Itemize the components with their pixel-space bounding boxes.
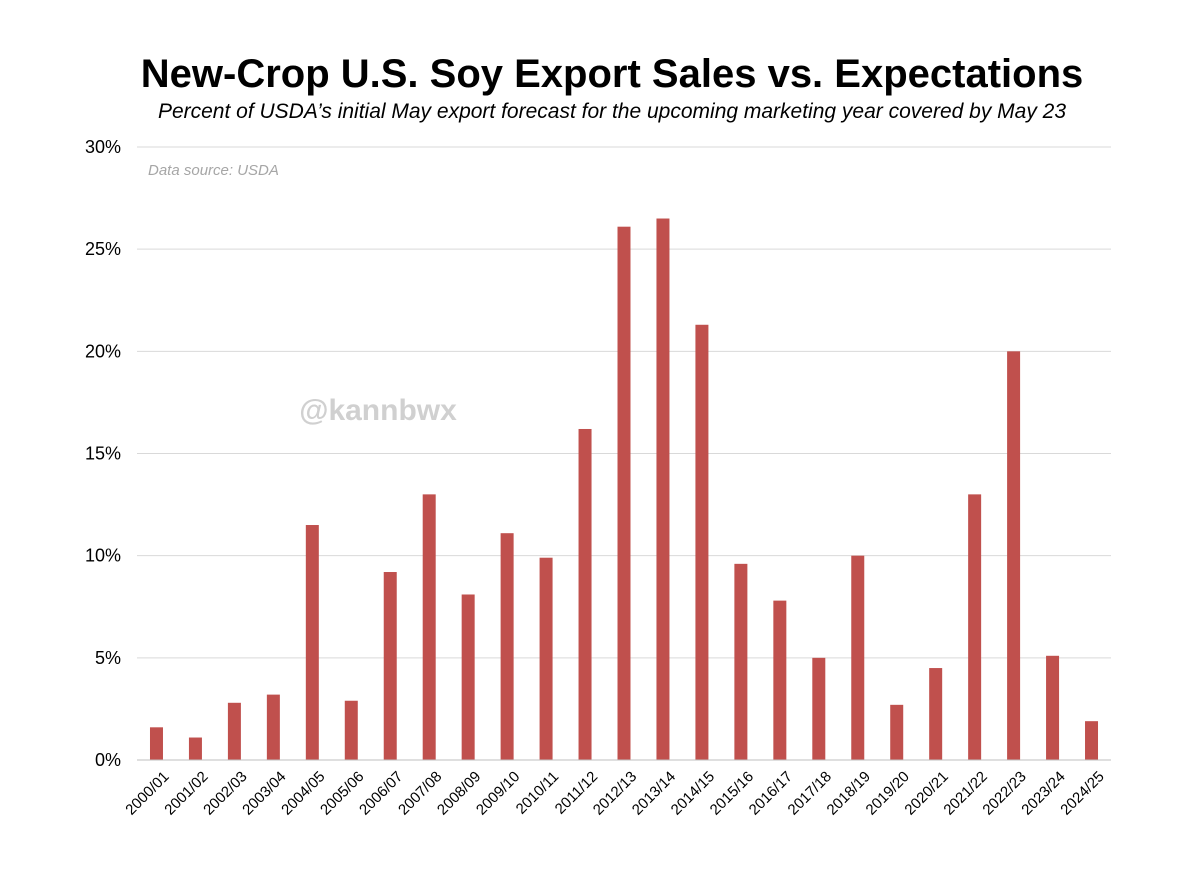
bar (773, 600, 787, 760)
bar (227, 702, 241, 760)
y-tick-label: 5% (95, 648, 121, 668)
bar (500, 533, 514, 760)
bar (734, 563, 748, 760)
bar (461, 594, 475, 760)
bar (695, 324, 709, 760)
bar (1085, 721, 1099, 760)
x-tick-label: 2009/10 (473, 768, 523, 818)
y-tick-label: 25% (85, 239, 121, 259)
bar (929, 668, 943, 760)
chart-subtitle: Percent of USDA’s initial May export for… (157, 100, 1067, 123)
bar (968, 494, 982, 760)
chart-title: New-Crop U.S. Soy Export Sales vs. Expec… (140, 52, 1084, 96)
bar (1007, 351, 1021, 760)
bar (1046, 655, 1060, 760)
bar (422, 494, 436, 760)
y-tick-label: 10% (85, 546, 121, 566)
y-axis-tick-labels: 0% 5% 10% 15% 20% 25% 30% (85, 137, 121, 770)
x-tick-label: 2024/25 (1057, 768, 1107, 818)
bar (890, 704, 904, 760)
y-tick-label: 0% (95, 750, 121, 770)
y-tick-label: 30% (85, 137, 121, 157)
bar (578, 428, 592, 760)
x-tick-label: 2010/11 (513, 768, 563, 818)
bar (617, 226, 631, 760)
bar (656, 218, 670, 760)
x-axis-tick-labels: 2000/012001/022002/032003/042004/052005/… (122, 768, 1107, 818)
bar (383, 572, 397, 760)
bar (305, 525, 319, 760)
bar (539, 557, 553, 760)
bar (812, 657, 826, 760)
y-tick-label: 20% (85, 341, 121, 361)
data-source-note: Data source: USDA (148, 162, 279, 179)
y-tick-label: 15% (85, 444, 121, 464)
bar (851, 555, 865, 760)
bar (188, 737, 202, 760)
bars (149, 218, 1099, 760)
watermark-handle: @kannbwx (299, 394, 457, 427)
bar (149, 727, 163, 760)
bar (344, 700, 358, 760)
bar (266, 694, 280, 760)
